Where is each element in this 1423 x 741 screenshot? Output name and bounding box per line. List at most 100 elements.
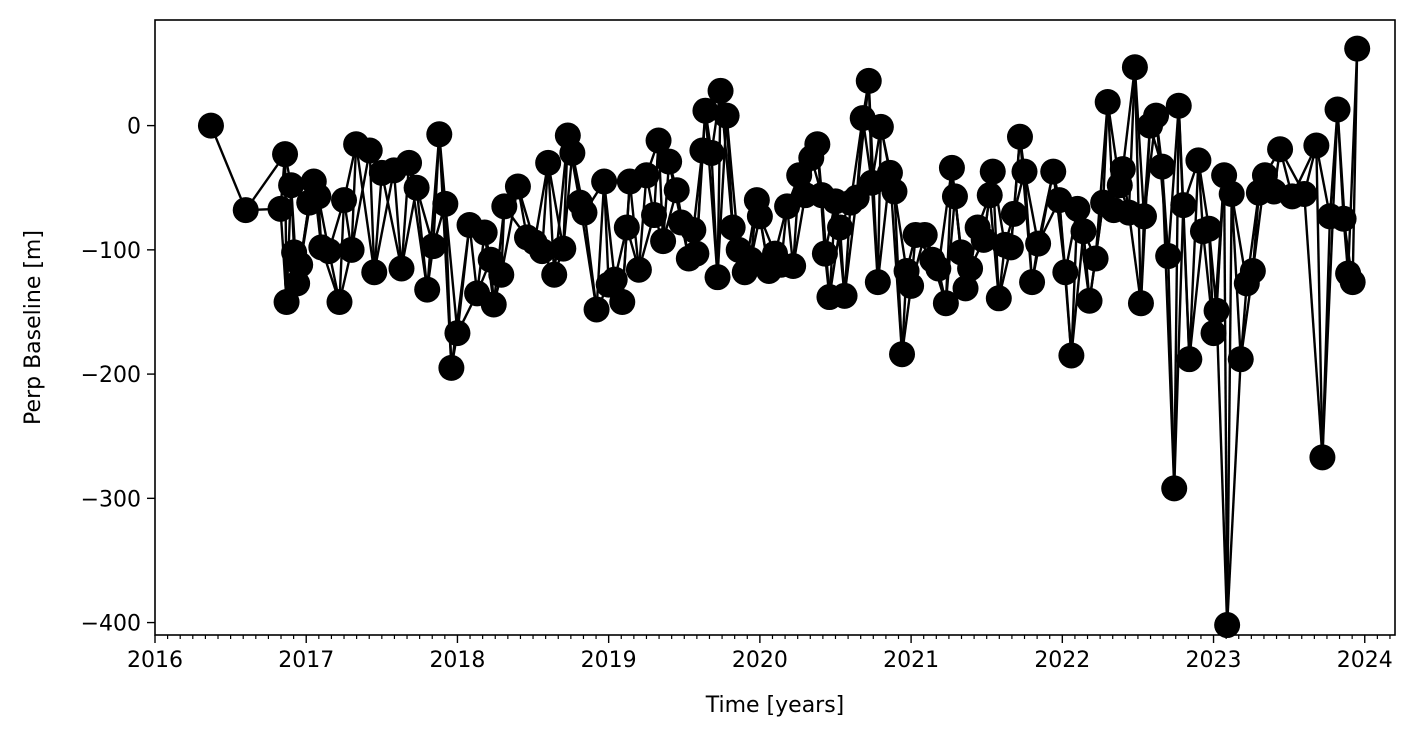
acquisition-point — [1200, 320, 1227, 347]
acquisition-point — [1094, 89, 1121, 115]
acquisition-point — [957, 255, 984, 282]
acquisition-point — [1011, 158, 1038, 185]
acquisition-point — [529, 238, 556, 265]
acquisition-point — [1309, 444, 1336, 471]
x-tick-label: 2022 — [1034, 648, 1090, 673]
y-tick-label: −200 — [81, 363, 141, 388]
acquisition-point — [650, 228, 677, 255]
acquisition-point — [1165, 92, 1192, 119]
acquisition-point — [444, 320, 471, 347]
baseline-connection — [1173, 205, 1185, 489]
baseline-connection — [354, 144, 376, 273]
baseline-connection — [546, 162, 565, 249]
acquisition-point — [746, 203, 773, 230]
acquisition-point — [438, 354, 465, 381]
acquisition-point — [609, 289, 636, 316]
acquisition-point — [1196, 215, 1222, 242]
acquisition-point — [1227, 346, 1254, 373]
acquisition-point — [315, 238, 342, 265]
acquisition-point — [898, 272, 925, 299]
acquisition-point — [1218, 180, 1245, 207]
acquisition-point — [1064, 195, 1091, 222]
acquisition-point — [932, 290, 959, 317]
x-tick-label: 2021 — [883, 648, 939, 673]
acquisition-point — [326, 289, 353, 316]
acquisition-point — [941, 183, 968, 210]
baseline-connection — [444, 203, 459, 334]
y-tick-label: −100 — [81, 239, 141, 264]
acquisition-point — [232, 197, 259, 224]
plot-frame — [154, 19, 1396, 636]
baseline-connection — [602, 181, 616, 280]
baseline-connection — [373, 172, 384, 273]
acquisition-point — [1149, 153, 1176, 180]
acquisition-point — [970, 226, 997, 253]
x-tick-label: 2024 — [1337, 648, 1393, 673]
acquisition-point — [197, 112, 224, 139]
acquisition-point — [601, 266, 628, 293]
acquisition-point — [827, 214, 854, 241]
acquisition-point — [855, 67, 882, 94]
acquisition-point — [881, 178, 908, 205]
acquisition-point — [641, 202, 668, 229]
baseline-connection — [876, 126, 883, 283]
acquisition-point — [571, 199, 598, 226]
baseline-connection — [1225, 359, 1242, 626]
acquisition-point — [1121, 54, 1148, 81]
acquisition-point — [272, 141, 299, 168]
acquisition-point — [356, 137, 383, 164]
acquisition-point — [683, 240, 710, 267]
chart-nodes — [197, 35, 1371, 639]
baseline-connection — [1166, 256, 1176, 489]
acquisition-point — [692, 97, 719, 124]
acquisition-point — [480, 291, 507, 318]
acquisition-point — [952, 275, 979, 302]
acquisition-point — [1052, 259, 1079, 286]
acquisition-point — [613, 214, 640, 241]
acquisition-point — [1130, 203, 1157, 230]
x-axis-label: Time [years] — [705, 693, 845, 718]
acquisition-point — [713, 102, 740, 129]
acquisition-point — [403, 174, 430, 201]
acquisition-point — [1303, 132, 1330, 159]
acquisition-point — [1176, 346, 1203, 373]
y-tick-label: 0 — [127, 115, 141, 140]
baseline-connection — [1023, 171, 1034, 283]
acquisition-point — [1170, 192, 1197, 219]
acquisition-point — [1058, 342, 1085, 369]
acquisition-point — [541, 261, 568, 288]
baseline-connection — [1133, 67, 1146, 217]
baseline-connection — [1173, 105, 1180, 489]
acquisition-point — [780, 253, 807, 279]
acquisition-point — [426, 121, 453, 148]
acquisition-point — [719, 214, 746, 241]
acquisition-point — [550, 235, 577, 262]
acquisition-point — [305, 183, 332, 210]
acquisition-point — [1070, 218, 1097, 245]
acquisition-point — [414, 276, 441, 303]
baseline-connection — [1070, 231, 1085, 356]
acquisition-point — [1330, 205, 1357, 232]
x-axis-ticks: 2016 2017 2018 2019 2020 2021 2022 2023 2024 — [127, 635, 1393, 673]
acquisition-point — [1267, 136, 1294, 163]
acquisition-point — [707, 77, 734, 104]
baseline-connection — [209, 125, 247, 211]
x-tick-label: 2019 — [581, 648, 637, 673]
acquisition-point — [1203, 297, 1230, 324]
acquisition-point — [911, 221, 938, 248]
baseline-connection — [1315, 145, 1324, 458]
baseline-connection — [1188, 231, 1205, 360]
baseline-connection — [893, 191, 908, 272]
acquisition-point — [656, 148, 683, 175]
acquisition-point — [867, 113, 894, 140]
acquisition-point — [396, 149, 423, 176]
y-tick-label: −400 — [81, 612, 141, 637]
baseline-connection — [1222, 175, 1229, 626]
baseline-connection — [1215, 310, 1229, 626]
baseline-connection — [1166, 105, 1180, 257]
acquisition-point — [1019, 269, 1046, 296]
baseline-connection — [1351, 48, 1359, 283]
baseline-connection — [373, 170, 396, 273]
acquisition-point — [625, 256, 652, 283]
baseline-connection — [1188, 160, 1200, 360]
